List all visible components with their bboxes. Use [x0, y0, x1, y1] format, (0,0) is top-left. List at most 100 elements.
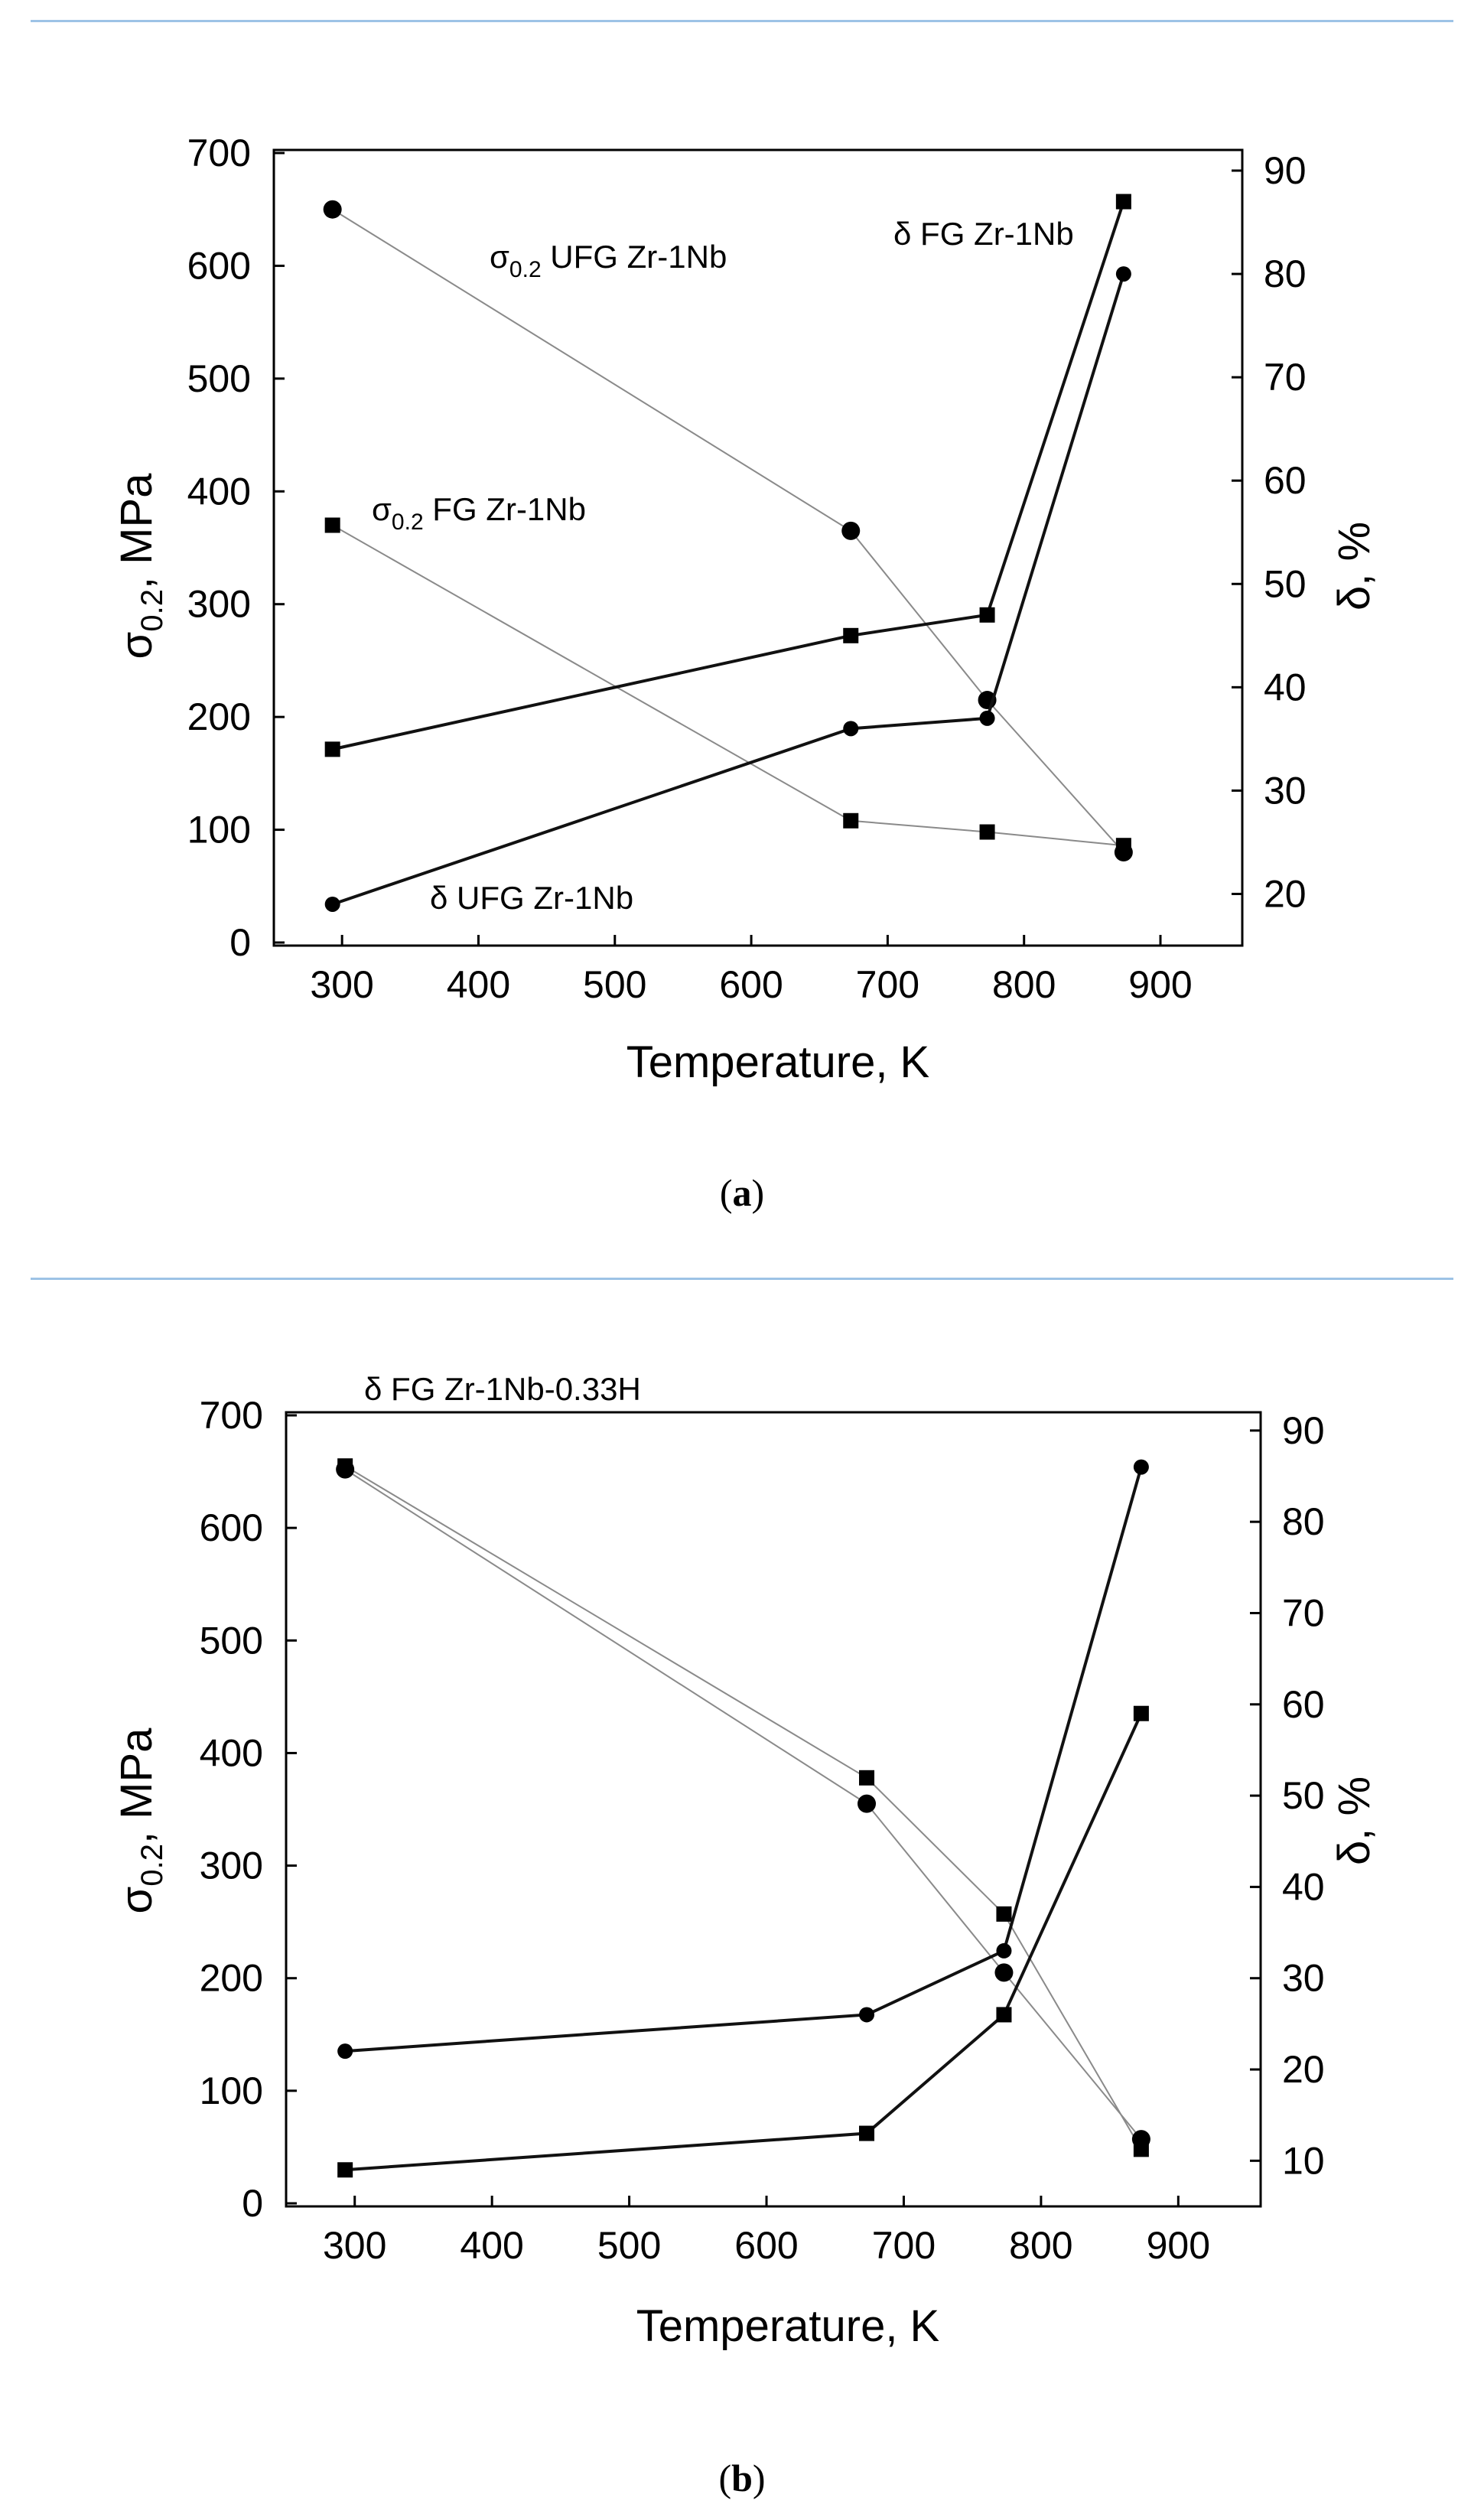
x-tick-label: 500 — [597, 2224, 661, 2267]
x-tick-label: 400 — [447, 963, 510, 1006]
data-point--0-2-ufg-zr-1nb — [841, 521, 861, 540]
y2-tick-label: 50 — [1282, 1774, 1325, 1817]
caption-b: (b) — [718, 2457, 766, 2499]
middle-divider — [31, 1278, 1453, 1280]
top-divider — [31, 20, 1453, 22]
y-tick-label: 500 — [200, 1619, 263, 1662]
series-line--0-2-fg-zr-1nb-0-33h — [344, 1465, 1142, 2150]
x-tick-label: 300 — [310, 963, 373, 1006]
data-point--ufg-zr-1nb — [1115, 266, 1131, 282]
data-point--ufg-zr-1nb-0-33h — [859, 2007, 875, 2023]
series-line--ufg-zr-1nb — [332, 273, 1125, 906]
chart-a: σ0.2, MPa δ, % Temperature, K 300 400 500 6… — [112, 132, 1379, 1087]
data-point--0-2-ufg-zr-1nb-0-33h — [1131, 2130, 1150, 2149]
series-line--ufg-zr-1nb-0-33h — [345, 1467, 1143, 2053]
data-point--0-2-fg-zr-1nb — [1115, 838, 1131, 854]
y-tick-label: 200 — [187, 695, 251, 738]
y2-tick-label: 80 — [1264, 252, 1307, 295]
data-point--0-2-fg-zr-1nb — [843, 812, 859, 829]
data-point--0-2-fg-zr-1nb-0-33h — [859, 1770, 875, 1786]
y2-tick-label: 60 — [1282, 1683, 1325, 1726]
y2-tick-label: 90 — [1264, 149, 1307, 192]
data-point--fg-zr-1nb — [979, 607, 995, 623]
chart-b: σ0.2, MPa δ, % Temperature, K 300 400 500 6… — [112, 1371, 1379, 2351]
data-point--ufg-zr-1nb — [843, 721, 859, 737]
y2-tick-label: 40 — [1282, 1865, 1325, 1908]
data-point--ufg-zr-1nb-0-33h — [996, 1942, 1012, 1959]
x-tick-label: 500 — [583, 963, 646, 1006]
y-tick-label: 200 — [200, 1957, 263, 2000]
series-annotation: σ0.2 UFG Zr-1Nb — [490, 239, 727, 282]
x-tick-label: 600 — [734, 2224, 798, 2267]
series-annotation: σ0.2 FG Zr-1Nb — [372, 491, 586, 535]
y2-tick-label: 20 — [1264, 872, 1307, 915]
data-point--0-2-ufg-zr-1nb-0-33h — [858, 1794, 877, 1813]
data-point--0-2-fg-zr-1nb-0-33h — [996, 1906, 1012, 1922]
x-tick-label: 700 — [872, 2224, 936, 2267]
y2-tick-label: 10 — [1282, 2139, 1325, 2182]
x-axis-label: Temperature, K — [626, 1037, 930, 1087]
data-point--0-2-ufg-zr-1nb — [323, 200, 342, 219]
x-tick-label: 900 — [1147, 2224, 1210, 2267]
x-tick-label: 800 — [992, 963, 1056, 1006]
y-tick-label: 500 — [187, 357, 251, 400]
y-axis-right-label: δ, % — [1329, 522, 1379, 611]
y-axis-left-label: σ0.2, MPa — [112, 473, 169, 659]
x-tick-label: 400 — [460, 2224, 523, 2267]
y2-tick-label: 40 — [1264, 666, 1307, 708]
data-point--fg-zr-1nb-0-33h — [996, 2007, 1012, 2023]
y2-tick-label: 90 — [1282, 1409, 1325, 1452]
plot-frame — [285, 1411, 1262, 2208]
y2-tick-label: 20 — [1282, 2048, 1325, 2091]
data-point--fg-zr-1nb — [843, 627, 859, 643]
data-point--fg-zr-1nb — [324, 741, 340, 757]
plot-frame — [272, 148, 1244, 947]
y-tick-label: 300 — [200, 1845, 263, 1887]
x-tick-label: 900 — [1128, 963, 1192, 1006]
data-point--0-2-ufg-zr-1nb-0-33h — [994, 1963, 1014, 1982]
y2-tick-label: 70 — [1282, 1591, 1325, 1634]
y2-tick-label: 30 — [1282, 1957, 1325, 2000]
y2-tick-label: 30 — [1264, 769, 1307, 812]
series-annotation: δ FG Zr-1Nb-0.33H — [364, 1371, 641, 1407]
y-tick-label: 400 — [200, 1731, 263, 1774]
series-line--0-2-fg-zr-1nb — [332, 524, 1124, 847]
series-line--0-2-ufg-zr-1nb — [332, 208, 1124, 853]
series-line--fg-zr-1nb-0-33h — [345, 1712, 1143, 2172]
x-tick-label: 800 — [1009, 2224, 1072, 2267]
data-point--ufg-zr-1nb — [324, 896, 340, 912]
data-point--fg-zr-1nb-0-33h — [1133, 1705, 1149, 1721]
y2-tick-label: 70 — [1264, 356, 1307, 399]
y-tick-label: 600 — [200, 1506, 263, 1549]
data-point--fg-zr-1nb — [1115, 194, 1131, 210]
series-annotation: δ FG Zr-1Nb — [893, 216, 1074, 252]
data-point--0-2-fg-zr-1nb — [324, 517, 340, 533]
y-axis-right-label: δ, % — [1329, 1776, 1379, 1865]
data-point--0-2-ufg-zr-1nb-0-33h — [336, 1460, 355, 1479]
x-tick-label: 600 — [719, 963, 783, 1006]
data-point--0-2-fg-zr-1nb — [979, 824, 995, 840]
y-tick-label: 100 — [187, 809, 251, 851]
y2-tick-label: 60 — [1264, 459, 1307, 502]
x-tick-label: 700 — [856, 963, 919, 1006]
series-annotation: δ UFG Zr-1Nb — [430, 880, 633, 916]
series-line--0-2-ufg-zr-1nb-0-33h — [344, 1468, 1142, 2140]
chart-panel-a: σ0.2, MPa δ, % Temperature, K 300 400 500 6… — [0, 0, 1484, 1239]
caption-a: (a) — [719, 1171, 765, 1214]
x-axis-label: Temperature, K — [636, 2301, 940, 2351]
series-line--fg-zr-1nb — [332, 200, 1125, 751]
y-tick-label: 0 — [229, 921, 251, 964]
y2-tick-label: 80 — [1282, 1500, 1325, 1543]
y2-tick-label: 50 — [1264, 562, 1307, 605]
y-tick-label: 0 — [242, 2182, 263, 2225]
data-point--ufg-zr-1nb-0-33h — [1133, 1459, 1149, 1475]
y-tick-label: 700 — [200, 1394, 263, 1437]
y-tick-label: 400 — [187, 470, 251, 513]
y-tick-label: 700 — [187, 132, 251, 174]
chart-panel-b: σ0.2, MPa δ, % Temperature, K 300 400 500 6… — [0, 1255, 1484, 2517]
y-axis-left-label: σ0.2, MPa — [112, 1727, 169, 1914]
y-tick-label: 600 — [187, 244, 251, 287]
data-point--fg-zr-1nb-0-33h — [859, 2125, 875, 2141]
y-tick-label: 300 — [187, 583, 251, 626]
y-tick-label: 100 — [200, 2069, 263, 2112]
